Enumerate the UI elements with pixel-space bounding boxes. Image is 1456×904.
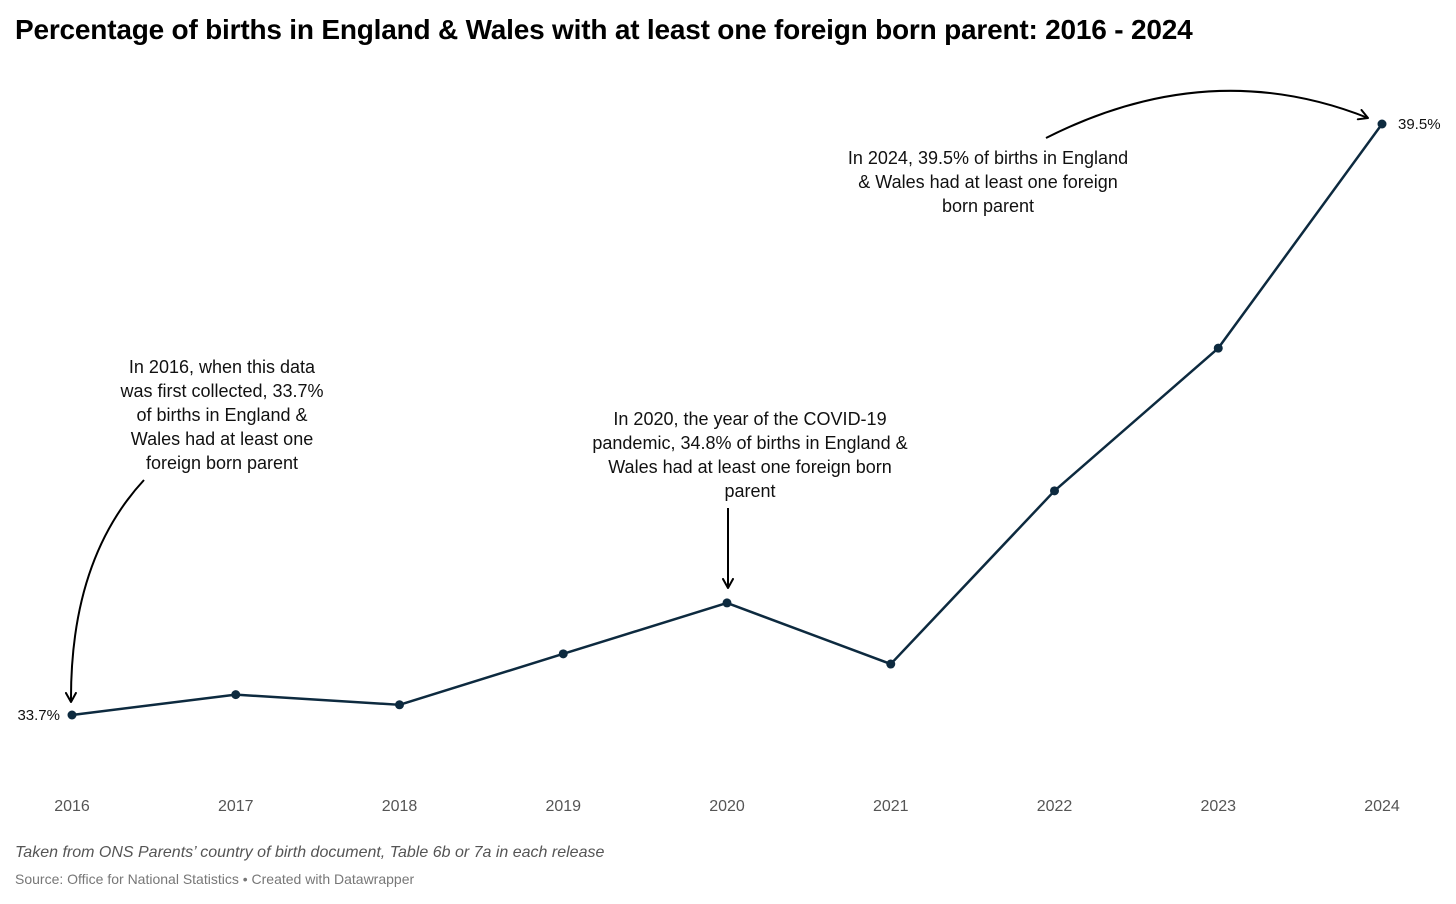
annotation-arrows xyxy=(64,89,1369,703)
annotation-2016-line: of births in England & xyxy=(136,405,307,425)
data-point-2024 xyxy=(1377,119,1387,129)
series-group xyxy=(67,119,1387,720)
x-tick-label-2024: 2024 xyxy=(1364,798,1400,815)
x-axis: 2016 2017 2018 2019 2020 2021 2022 2023 2024 xyxy=(54,798,1400,815)
annotation-2020-line: In 2020, the year of the COVID-19 xyxy=(613,409,886,429)
data-point-2020 xyxy=(722,598,732,608)
data-point-2019 xyxy=(558,649,568,659)
data-point-2021 xyxy=(886,659,896,669)
annotation-2024-line: In 2024, 39.5% of births in England xyxy=(848,148,1128,168)
x-tick-label-2023: 2023 xyxy=(1200,798,1236,815)
data-point-2022 xyxy=(1050,486,1059,496)
annotation-2016: In 2016, when this data was first collect… xyxy=(119,357,323,473)
annotation-arrow-2016 xyxy=(64,479,145,703)
annotation-2020-line: Wales had at least one foreign born xyxy=(608,457,892,477)
x-tick-label-2021: 2021 xyxy=(873,798,909,815)
x-tick-label-2022: 2022 xyxy=(1037,798,1073,815)
annotation-2016-line: In 2016, when this data xyxy=(129,357,316,377)
annotation-2020: In 2020, the year of the COVID-19 pandemi… xyxy=(592,409,907,501)
x-tick-label-2016: 2016 xyxy=(54,798,90,815)
data-point-2023 xyxy=(1213,343,1223,353)
data-point-2017 xyxy=(231,690,241,700)
annotation-2020-line: pandemic, 34.8% of births in England & xyxy=(592,433,907,453)
data-point-2018 xyxy=(395,700,404,710)
x-tick-label-2020: 2020 xyxy=(709,798,745,815)
annotation-arrow-2024 xyxy=(1045,89,1369,139)
footer-note: Taken from ONS Parents’ country of birth… xyxy=(15,844,605,861)
annotation-2016-line: Wales had at least one xyxy=(131,429,313,449)
value-label-2016: 33.7% xyxy=(17,707,60,724)
value-label-2024: 39.5% xyxy=(1398,116,1441,133)
annotation-2024-line: born parent xyxy=(942,196,1034,216)
annotation-texts: In 2016, when this data was first collect… xyxy=(119,148,1128,501)
footer-source: Source: Office for National Statistics •… xyxy=(15,871,415,887)
annotation-2016-line: was first collected, 33.7% xyxy=(119,381,323,401)
data-point-2016 xyxy=(67,710,77,720)
x-tick-label-2018: 2018 xyxy=(382,798,418,815)
annotation-2016-line: foreign born parent xyxy=(146,453,298,473)
annotation-2024-line: & Wales had at least one foreign xyxy=(858,172,1118,192)
chart-title: Percentage of births in England & Wales … xyxy=(15,14,1193,45)
annotation-2024: In 2024, 39.5% of births in England & Wal… xyxy=(848,148,1128,216)
annotation-2020-line: parent xyxy=(724,481,775,501)
x-tick-label-2019: 2019 xyxy=(545,798,581,815)
x-tick-label-2017: 2017 xyxy=(218,798,254,815)
value-labels: 33.7% 39.5% xyxy=(17,116,1440,724)
